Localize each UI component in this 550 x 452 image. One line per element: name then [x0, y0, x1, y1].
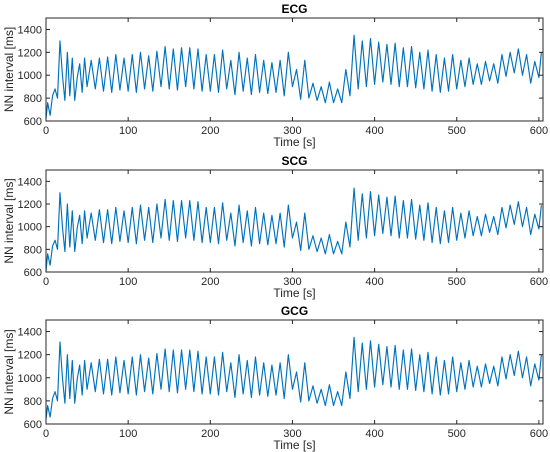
y-tick-label: 1400 — [18, 327, 42, 339]
y-tick-label: 1000 — [18, 222, 42, 234]
x-tick-label: 200 — [201, 276, 219, 288]
chart-title: SCG — [281, 154, 307, 168]
panel-gcg: 0 100 200 300 400 500 600 600 800 1000 1200 1400 GCG… — [2, 304, 548, 452]
x-axis-label: Time [s] — [273, 438, 315, 452]
chart-title: ECG — [281, 2, 307, 16]
x-tick-label: 600 — [530, 276, 548, 288]
x-tick-label: 500 — [448, 428, 466, 440]
x-tick-label: 0 — [43, 125, 49, 137]
y-axis-label: NN interval [ms] — [2, 178, 16, 263]
panel-scg: 0 100 200 300 400 500 600 600 800 1000 1200 1400 SCG… — [2, 154, 548, 300]
axes-frame — [45, 169, 544, 273]
y-axis-label: NN interval [ms] — [2, 329, 16, 414]
y-axis-label: NN interval [ms] — [2, 27, 16, 112]
axes-frame — [45, 319, 544, 425]
x-tick-label: 100 — [119, 276, 137, 288]
x-axis-label: Time [s] — [273, 286, 315, 300]
x-tick-label: 600 — [530, 125, 548, 137]
y-tick-label: 800 — [24, 396, 42, 408]
x-tick-label: 0 — [43, 276, 49, 288]
x-axis-label: Time [s] — [273, 135, 315, 149]
axes-frame — [45, 17, 544, 122]
chart-title: GCG — [281, 304, 308, 318]
y-tick-label: 600 — [24, 267, 42, 279]
series-line — [45, 34, 542, 119]
x-tick-label: 400 — [365, 428, 383, 440]
x-tick-label: 0 — [43, 428, 49, 440]
x-tick-label: 600 — [530, 428, 548, 440]
y-tick-label: 600 — [24, 116, 42, 128]
x-tick-label: 200 — [201, 428, 219, 440]
x-tick-label: 400 — [365, 276, 383, 288]
y-tick-label: 1000 — [18, 373, 42, 385]
y-tick-label: 1000 — [18, 70, 42, 82]
y-tick-label: 800 — [24, 93, 42, 105]
x-tick-label: 100 — [119, 428, 137, 440]
x-tick-label: 200 — [201, 125, 219, 137]
x-tick-label: 500 — [448, 276, 466, 288]
series-line — [45, 336, 542, 420]
series-line — [45, 187, 542, 271]
x-tick-label: 300 — [283, 125, 301, 137]
x-tick-label: 500 — [448, 125, 466, 137]
x-tick-label: 400 — [365, 125, 383, 137]
y-tick-label: 1400 — [18, 24, 42, 36]
y-tick-label: 1200 — [18, 47, 42, 59]
y-tick-label: 1200 — [18, 199, 42, 211]
y-tick-label: 1200 — [18, 350, 42, 362]
x-tick-label: 300 — [283, 276, 301, 288]
x-tick-label: 300 — [283, 428, 301, 440]
y-tick-label: 1400 — [18, 176, 42, 188]
y-tick-label: 800 — [24, 244, 42, 256]
x-tick-label: 100 — [119, 125, 137, 137]
panel-ecg: 0 100 200 300 400 500 600 600 800 1000 1200 1400 ECG… — [2, 2, 548, 149]
y-tick-label: 600 — [24, 419, 42, 431]
